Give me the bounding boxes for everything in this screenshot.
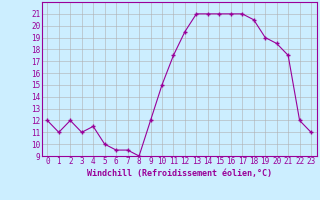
- X-axis label: Windchill (Refroidissement éolien,°C): Windchill (Refroidissement éolien,°C): [87, 169, 272, 178]
